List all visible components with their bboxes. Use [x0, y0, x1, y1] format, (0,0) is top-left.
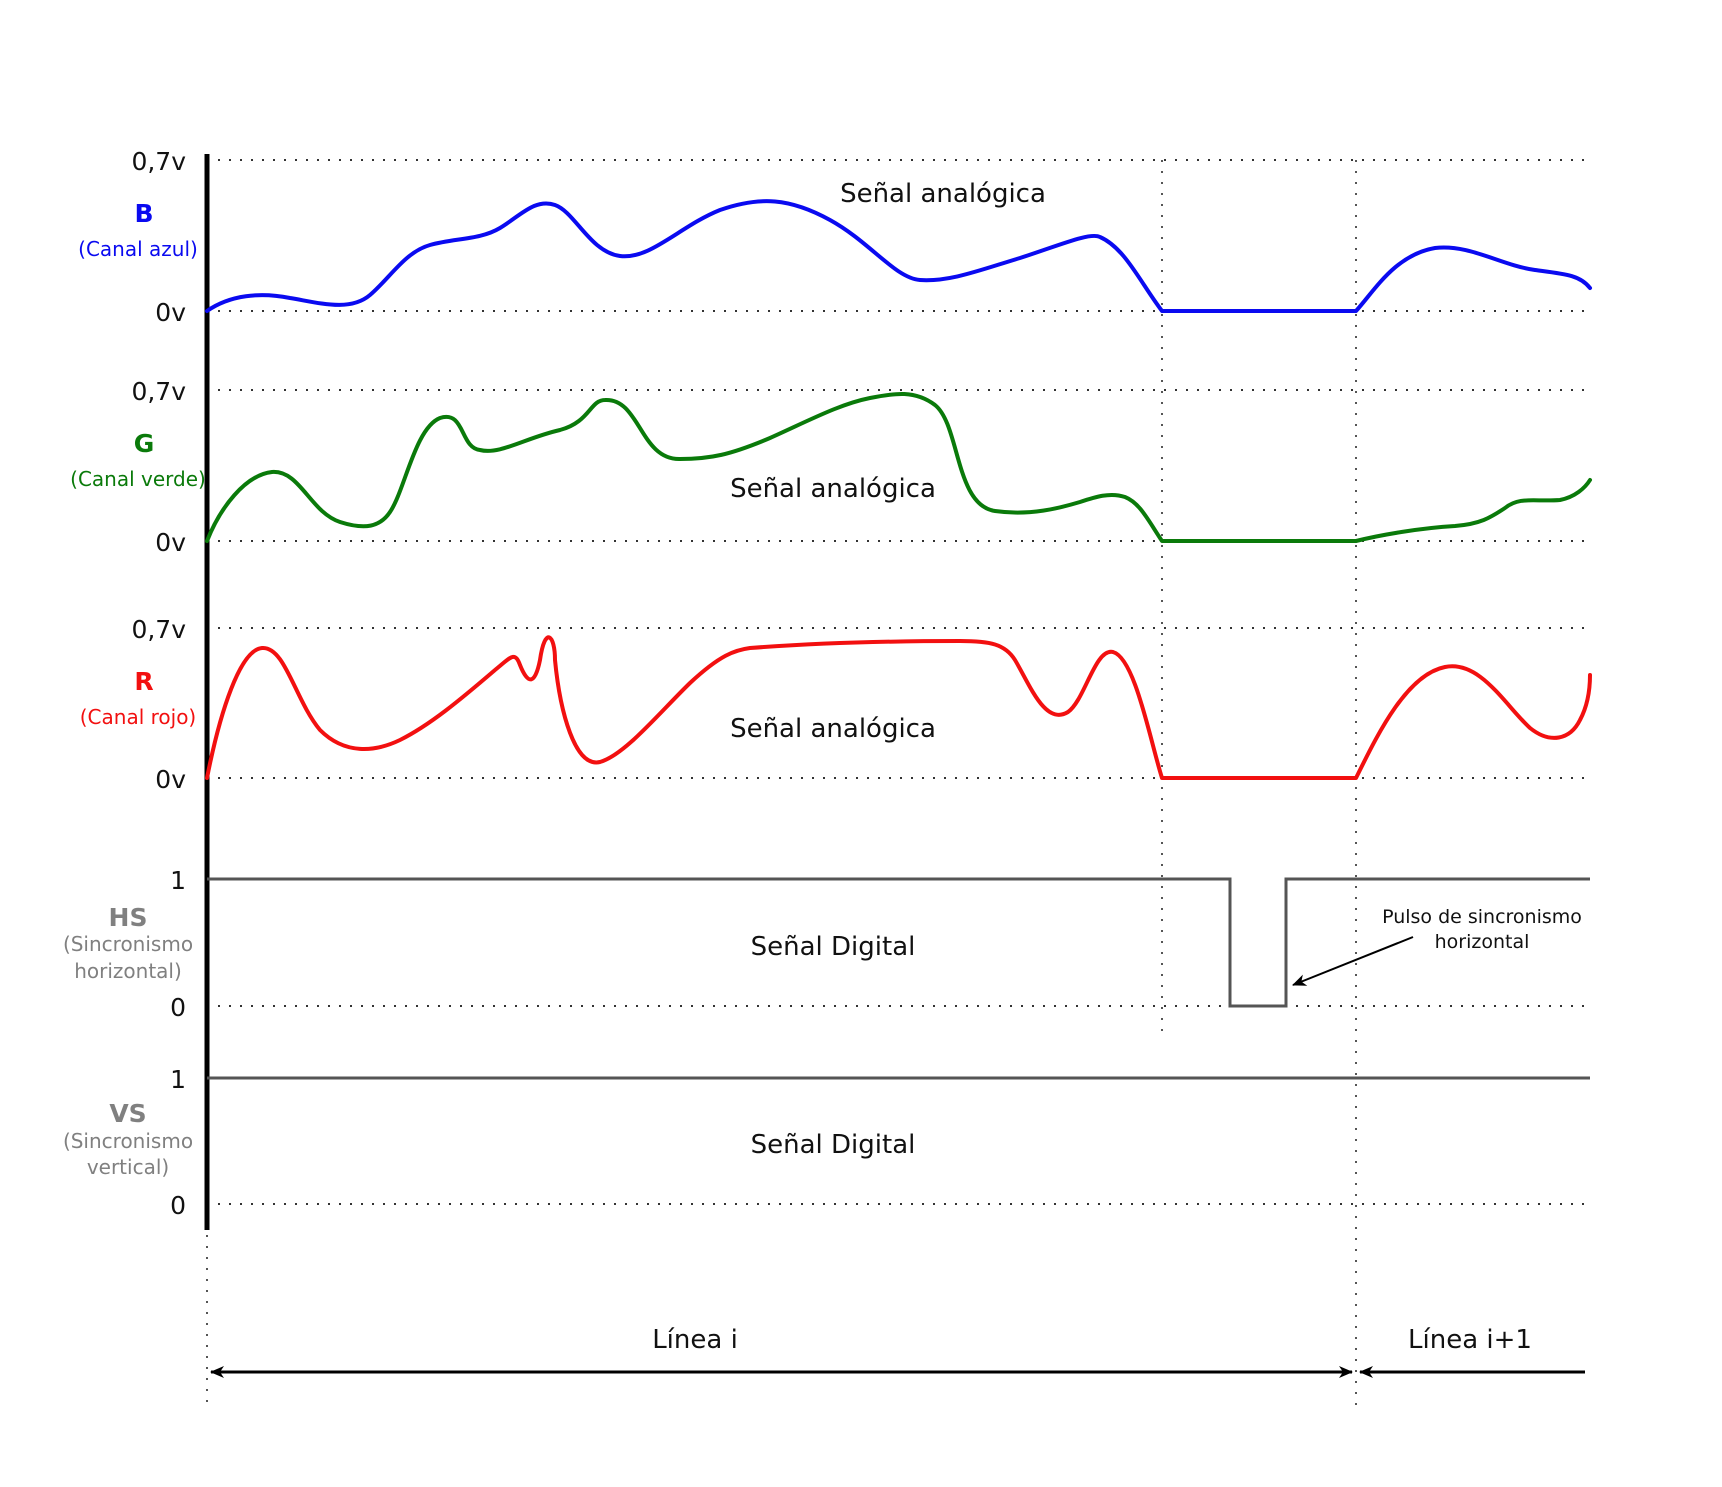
vs-channel-name: VS — [109, 1099, 146, 1128]
reference-gridlines — [207, 159, 1590, 1205]
vs-top-tick: 1 — [170, 1065, 186, 1094]
line-i-plus-1-label: Línea i+1 — [1408, 1325, 1532, 1355]
r-bottom-tick: 0v — [155, 765, 186, 794]
b-signal-label: Señal analógica — [840, 179, 1046, 209]
hs-signal-label: Señal Digital — [751, 932, 916, 962]
r-waveform — [205, 635, 1592, 780]
b-top-tick: 0,7v — [131, 147, 186, 176]
r-channel-desc: (Canal rojo) — [80, 705, 196, 729]
signal-labels: Señal analógica Señal analógica Señal an… — [730, 179, 1046, 1160]
r-channel-name: R — [134, 667, 153, 696]
hs-channel-desc-line2: horizontal) — [74, 959, 182, 983]
channel-names: B (Canal azul) G (Canal verde) R (Canal … — [63, 199, 206, 1179]
g-bottom-tick: 0v — [155, 528, 186, 557]
r-signal-label: Señal analógica — [730, 714, 936, 744]
b-waveform — [205, 199, 1592, 313]
annotation-line1: Pulso de sincronismo — [1382, 906, 1582, 928]
timeline: Línea i Línea i+1 — [210, 1325, 1585, 1378]
tick-labels: 0,7v 0v 0,7v 0v 0,7v 0v 1 0 1 0 — [131, 147, 186, 1220]
vs-bottom-tick: 0 — [170, 1191, 186, 1220]
hs-waveform — [207, 877, 1590, 1008]
annotation-line2: horizontal — [1435, 931, 1530, 953]
sync-pulse-annotation: Pulso de sincronismo horizontal — [1292, 906, 1582, 986]
hs-channel-name: HS — [109, 903, 148, 932]
time-markers — [206, 160, 1357, 1410]
vs-channel-desc-line2: vertical) — [87, 1155, 169, 1179]
g-waveform — [205, 391, 1592, 543]
vs-signal-label: Señal Digital — [751, 1130, 916, 1160]
vs-channel-desc-line1: (Sincronismo — [63, 1129, 193, 1153]
g-channel-name: G — [134, 429, 155, 458]
line-i-label: Línea i — [652, 1325, 738, 1355]
hs-bottom-tick: 0 — [170, 993, 186, 1022]
g-signal-label: Señal analógica — [730, 474, 936, 504]
g-top-tick: 0,7v — [131, 377, 186, 406]
annotation-arrow — [1292, 936, 1414, 986]
r-top-tick: 0,7v — [131, 615, 186, 644]
b-bottom-tick: 0v — [155, 298, 186, 327]
b-channel-name: B — [134, 199, 153, 228]
g-channel-desc: (Canal verde) — [70, 467, 206, 491]
hs-channel-desc-line1: (Sincronismo — [63, 932, 193, 956]
hs-top-tick: 1 — [170, 866, 186, 895]
b-channel-desc: (Canal azul) — [78, 237, 198, 261]
